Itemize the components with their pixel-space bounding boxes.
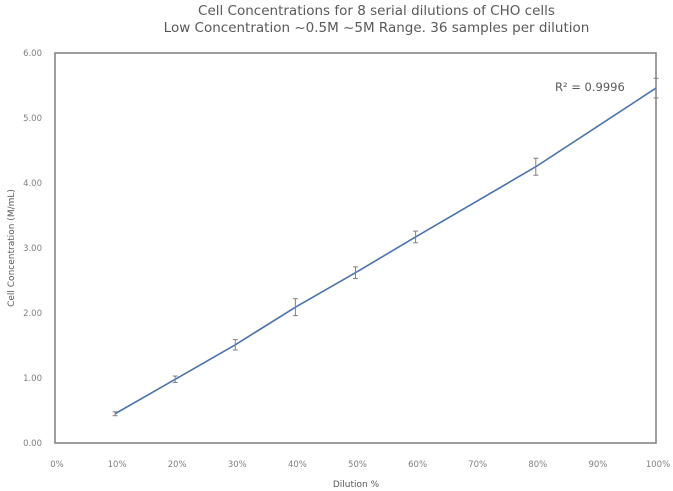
x-tick-label: 60%: [408, 460, 427, 470]
y-axis-label: Cell Concentration (M/mL): [7, 189, 17, 307]
x-tick-label: 30%: [228, 460, 247, 470]
x-tick-label: 50%: [348, 460, 367, 470]
y-tick-label: 3.00: [23, 244, 42, 254]
error-bar: [292, 298, 298, 317]
chart-title-line2: Low Concentration ~0.5M ~5M Range. 36 sa…: [163, 20, 590, 36]
x-tick-label: 40%: [288, 460, 307, 470]
y-tick-label: 6.00: [23, 49, 42, 59]
y-tick-label: 2.00: [23, 309, 42, 319]
error-bar: [232, 339, 238, 351]
x-tick-label: 90%: [588, 460, 607, 470]
y-tick-label: 5.00: [23, 114, 42, 124]
error-bar: [353, 266, 358, 280]
plot-frame: [54, 52, 657, 444]
series-line: [114, 87, 657, 415]
data-series: [112, 77, 659, 417]
error-bar: [172, 375, 178, 384]
x-tick-label: 0%: [50, 460, 64, 470]
y-tick-label: 0.00: [23, 439, 42, 449]
x-axis-ticks: 0% 10% 20% 30% 40% 50% 60% 70% 80% 90% 100%: [50, 460, 670, 470]
x-tick-label: 20%: [168, 460, 187, 470]
x-tick-label: 80%: [528, 460, 547, 470]
r-squared-annotation: R² = 0.9996: [555, 80, 625, 94]
x-tick-label: 70%: [468, 460, 487, 470]
x-tick-label: 100%: [646, 460, 670, 470]
error-bar: [112, 411, 118, 417]
y-tick-label: 1.00: [23, 374, 42, 384]
x-tick-label: 10%: [108, 460, 127, 470]
error-bar: [653, 77, 659, 99]
y-tick-label: 4.00: [23, 179, 42, 189]
error-bar: [533, 157, 539, 176]
error-bar: [413, 230, 419, 244]
chart-title-line1: Cell Concentrations for 8 serial dilutio…: [198, 3, 555, 19]
y-axis-ticks: 0.00 1.00 2.00 3.00 4.00 5.00 6.00: [23, 49, 42, 449]
x-axis-label: Dilution %: [333, 480, 380, 490]
